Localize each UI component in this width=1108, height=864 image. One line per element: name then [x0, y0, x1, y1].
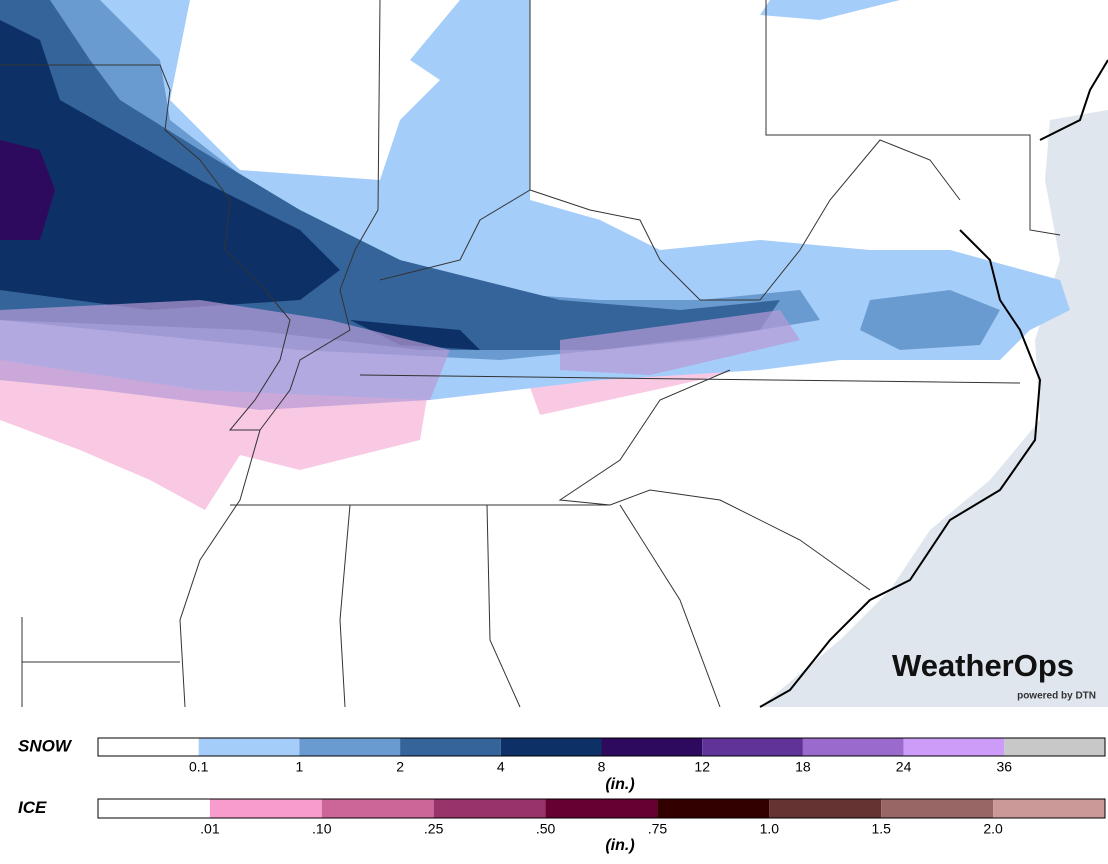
legend-swatch — [198, 738, 300, 756]
legend-tick-label: 1 — [296, 759, 304, 775]
legend-swatch — [209, 799, 322, 818]
legend-unit: (in.) — [605, 776, 634, 793]
legend-swatch — [1004, 738, 1105, 756]
legend-swatch — [657, 799, 770, 818]
legend-tick-label: 8 — [598, 759, 606, 775]
legend-tick-label: 18 — [795, 759, 811, 775]
logo-name: WeatherOps — [892, 648, 1074, 683]
legend-tick-label: 36 — [997, 759, 1013, 775]
legend-unit: (in.) — [605, 837, 634, 854]
legend-swatch — [98, 799, 210, 818]
legend-swatch — [802, 738, 904, 756]
legend-label: SNOW — [18, 736, 73, 755]
legend-tick-label: 1.0 — [760, 821, 780, 837]
legend-swatch — [769, 799, 882, 818]
legend-swatch — [881, 799, 994, 818]
logo: WeatherOps powered by DTN — [892, 648, 1096, 701]
legend-border — [97, 798, 1106, 819]
legend-swatch — [500, 738, 602, 756]
legend-tick-label: 4 — [497, 759, 505, 775]
legend-swatch — [545, 799, 658, 818]
legend-swatch — [321, 799, 434, 818]
legend-swatch — [993, 799, 1105, 818]
legend-tick-label: 2.0 — [983, 821, 1003, 837]
legend-swatch — [98, 738, 199, 756]
legend-swatch — [299, 738, 401, 756]
legend-swatch — [702, 738, 803, 756]
legend-border — [97, 737, 1106, 757]
legend-swatch — [903, 738, 1005, 756]
map — [0, 0, 1108, 708]
legend-tick-label: 1.5 — [871, 821, 891, 837]
legend-swatch — [400, 738, 501, 756]
legend-tick-label: .01 — [200, 821, 220, 837]
legend-swatch — [601, 738, 703, 756]
legend-tick-label: .50 — [536, 821, 556, 837]
legend-tick-label: 0.1 — [189, 759, 209, 775]
legend-tick-label: .10 — [312, 821, 332, 837]
legend-label: ICE — [18, 798, 47, 817]
legend-tick-label: 12 — [694, 759, 710, 775]
legend-tick-label: 2 — [396, 759, 404, 775]
legend-tick-label: 24 — [896, 759, 912, 775]
legend-tick-label: .75 — [648, 821, 668, 837]
logo-tagline: powered by DTN — [1017, 691, 1096, 702]
legend-swatch — [433, 799, 546, 818]
legend-tick-label: .25 — [424, 821, 444, 837]
